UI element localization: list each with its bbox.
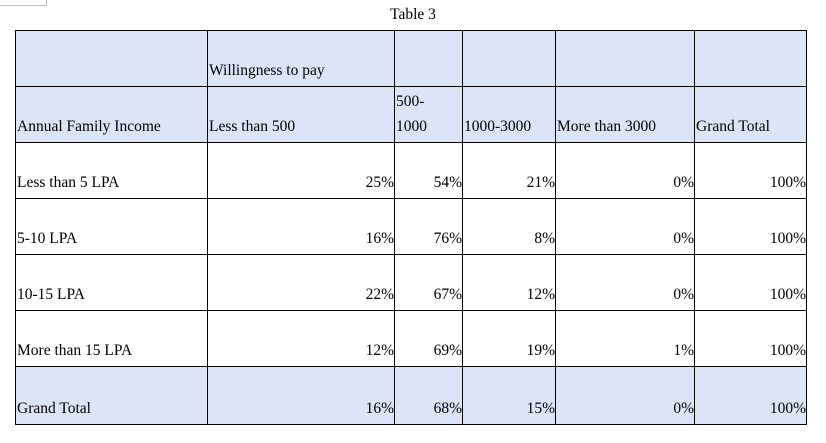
value-cell: 68% [394, 366, 463, 425]
column-header: More than 3000 [555, 86, 695, 143]
value-cell-text: 16% [365, 400, 394, 417]
value-cell-text: 0% [673, 230, 694, 247]
column-header: Grand Total [694, 86, 807, 143]
column-header: Annual Family Income [15, 86, 208, 143]
value-cell-text: 12% [365, 342, 394, 359]
value-cell-text: 76% [433, 230, 462, 247]
value-cell: 100% [694, 142, 807, 199]
value-cell-text: 0% [673, 174, 694, 191]
row-label-text: Grand Total [17, 400, 91, 417]
row-label: Less than 5 LPA [15, 142, 208, 199]
value-cell: 22% [207, 254, 395, 311]
value-cell-text: 100% [769, 174, 806, 191]
header-cell [462, 30, 556, 87]
column-header-text: 500-1000 [396, 93, 427, 135]
value-cell-text: 0% [673, 286, 694, 303]
value-cell-text: 100% [769, 230, 806, 247]
row-label: More than 15 LPA [15, 310, 208, 367]
value-cell-text: 22% [365, 286, 394, 303]
column-header: Less than 500 [207, 86, 395, 143]
value-cell: 67% [394, 254, 463, 311]
value-cell-text: 69% [433, 342, 462, 359]
row-label-text: 10-15 LPA [17, 286, 85, 303]
row-label: 10-15 LPA [15, 254, 208, 311]
value-cell: 0% [555, 254, 695, 311]
group-header: Willingness to pay [207, 30, 395, 87]
table-title: Table 3 [390, 6, 436, 23]
value-cell: 16% [207, 198, 395, 255]
value-cell: 21% [462, 142, 556, 199]
value-cell: 1% [555, 310, 695, 367]
value-cell: 8% [462, 198, 556, 255]
value-cell: 12% [462, 254, 556, 311]
value-cell: 76% [394, 198, 463, 255]
value-cell-text: 21% [526, 174, 555, 191]
value-cell: 0% [555, 198, 695, 255]
value-cell-text: 15% [526, 400, 555, 417]
value-cell-text: 100% [769, 286, 806, 303]
value-cell: 100% [694, 198, 807, 255]
value-cell-text: 19% [526, 342, 555, 359]
row-label-text: 5-10 LPA [17, 230, 78, 247]
value-cell: 100% [694, 366, 807, 425]
value-cell-text: 100% [769, 400, 806, 417]
column-header-text: Grand Total [696, 118, 770, 135]
value-cell-text: 25% [365, 174, 394, 191]
value-cell: 69% [394, 310, 463, 367]
column-header-text: More than 3000 [557, 118, 657, 135]
value-cell-text: 16% [365, 230, 394, 247]
value-cell: 25% [207, 142, 395, 199]
column-header: 1000-3000 [462, 86, 556, 143]
value-cell: 19% [462, 310, 556, 367]
column-header-text: Less than 500 [209, 118, 296, 135]
value-cell-text: 100% [769, 342, 806, 359]
value-cell: 0% [555, 142, 695, 199]
value-cell: 54% [394, 142, 463, 199]
value-cell: 100% [694, 254, 807, 311]
header-cell [555, 30, 695, 87]
value-cell-text: 67% [433, 286, 462, 303]
value-cell-text: 8% [534, 230, 555, 247]
value-cell: 12% [207, 310, 395, 367]
value-cell-text: 0% [673, 400, 694, 417]
value-cell: 100% [694, 310, 807, 367]
column-header-text: 1000-3000 [464, 118, 532, 135]
value-cell: 16% [207, 366, 395, 425]
value-cell-text: 54% [433, 174, 462, 191]
value-cell-text: 68% [433, 400, 462, 417]
value-cell: 0% [555, 366, 695, 425]
corner-box [0, 0, 47, 6]
row-label: 5-10 LPA [15, 198, 208, 255]
group-header-text: Willingness to pay [209, 62, 325, 79]
row-label-text: Less than 5 LPA [17, 174, 120, 191]
header-cell [394, 30, 463, 87]
header-cell [694, 30, 807, 87]
header-cell [15, 30, 208, 87]
value-cell-text: 1% [673, 342, 694, 359]
row-label: Grand Total [15, 366, 208, 425]
value-cell: 15% [462, 366, 556, 425]
row-label-text: More than 15 LPA [17, 342, 133, 359]
column-header-text: Annual Family Income [17, 118, 161, 135]
column-header: 500-1000 [394, 86, 463, 143]
value-cell-text: 12% [526, 286, 555, 303]
